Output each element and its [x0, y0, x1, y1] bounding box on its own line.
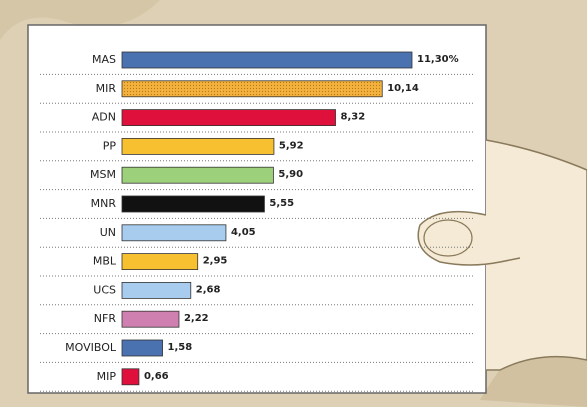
bar [122, 196, 264, 212]
bar [122, 369, 139, 385]
value-label: 11,30% [417, 54, 459, 65]
category-label: MBL [93, 255, 117, 268]
category-label: MNR [91, 197, 117, 210]
bar [122, 52, 412, 68]
category-label: ADN [92, 111, 116, 124]
category-label: NFR [94, 312, 117, 325]
bar [122, 167, 273, 183]
value-label: 10,14 [387, 83, 419, 94]
value-label: 2,68 [196, 284, 221, 295]
value-label: 2,22 [184, 313, 209, 324]
bar [122, 311, 179, 327]
value-label: 4,05 [231, 227, 256, 238]
value-label: 0,66 [144, 371, 169, 382]
category-label: MIP [97, 370, 117, 383]
bar [122, 340, 163, 356]
bar [122, 110, 336, 126]
value-label: 5,55 [269, 198, 294, 209]
value-label: 5,90 [278, 169, 303, 180]
category-label: UCS [93, 283, 116, 296]
value-label: 5,92 [279, 140, 304, 151]
category-label: MAS [92, 53, 116, 66]
category-label: MSM [90, 168, 116, 181]
category-label: UN [100, 226, 116, 239]
bar [122, 138, 274, 154]
bar [122, 225, 226, 241]
chart: MAS 11,30% MIR 10,14 ADN 8,32 PP 5,92 MSM 5,90 MNR… [0, 0, 587, 407]
value-label: 2,95 [203, 256, 228, 267]
category-label: PP [103, 139, 117, 152]
category-label: MOVIBOL [65, 341, 117, 354]
bar [122, 254, 198, 270]
value-label: 8,32 [341, 112, 366, 123]
category-label: MIR [96, 82, 117, 95]
bar [122, 282, 191, 298]
bar [122, 81, 382, 97]
value-label: 1,58 [168, 342, 193, 353]
